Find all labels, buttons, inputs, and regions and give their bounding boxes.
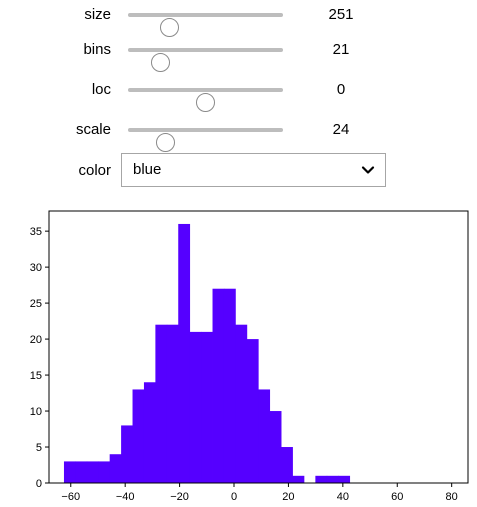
y-tick-label: 15 — [30, 370, 42, 382]
histogram-bar-3 — [98, 461, 111, 483]
x-axis: −60 −40 −20 0 20 40 60 80 — [61, 483, 458, 503]
scale-slider[interactable] — [128, 128, 283, 152]
x-tick-label: 0 — [231, 491, 237, 503]
histogram-bar-23 — [326, 475, 339, 483]
histogram-bar-14 — [223, 288, 236, 483]
y-tick-label: 20 — [30, 334, 42, 346]
x-tick-label: −40 — [116, 491, 135, 503]
color-dropdown-value: blue — [133, 161, 162, 178]
histogram-bar-6 — [132, 389, 145, 483]
histogram-bars — [63, 223, 351, 483]
loc-label: loc — [91, 81, 111, 98]
histogram-bar-7 — [143, 382, 156, 483]
histogram-bar-22 — [315, 475, 328, 483]
size-slider-handle[interactable] — [160, 18, 180, 37]
x-tick-label: 60 — [391, 491, 403, 503]
scale-value: 24 — [332, 121, 350, 138]
x-tick-label: 20 — [282, 491, 294, 503]
loc-slider[interactable] — [128, 88, 283, 112]
size-label: size — [84, 6, 111, 23]
loc-value: 0 — [336, 81, 346, 98]
scale-slider-handle[interactable] — [155, 133, 175, 152]
histogram-chart: −60 −40 −20 0 20 40 60 80 0 5 10 15 20 25 30 35 — [30, 210, 469, 503]
bins-value: 21 — [332, 41, 350, 58]
bins-slider[interactable] — [128, 48, 283, 72]
y-tick-label: 5 — [36, 442, 42, 454]
histogram-bar-20 — [292, 475, 305, 483]
bins-slider-handle[interactable] — [151, 53, 171, 72]
histogram-bar-0 — [63, 461, 76, 483]
loc-slider-row: loc 0 — [0, 75, 477, 112]
size-slider[interactable] — [128, 13, 283, 37]
size-value: 251 — [328, 6, 354, 23]
x-tick-label: −20 — [170, 491, 189, 503]
y-tick-label: 25 — [30, 298, 42, 310]
histogram-bar-19 — [281, 447, 293, 483]
y-tick-label: 10 — [30, 406, 42, 418]
histogram-bar-11 — [189, 331, 202, 483]
color-row: color — [0, 156, 477, 186]
bins-label: bins — [83, 41, 111, 58]
scale-slider-row: scale 24 — [0, 115, 477, 152]
plot-frame — [48, 210, 469, 484]
bins-slider-row: bins 21 — [0, 35, 477, 72]
histogram-bar-15 — [235, 324, 248, 483]
histogram-bar-9 — [166, 324, 179, 483]
x-tick-label: 80 — [446, 491, 458, 503]
y-axis: 0 5 10 15 20 25 30 35 — [30, 226, 49, 490]
histogram-bar-13 — [212, 288, 225, 483]
y-tick-label: 0 — [36, 478, 42, 490]
histogram-bar-8 — [155, 324, 168, 483]
histogram-bar-1 — [75, 461, 88, 483]
histogram-bar-10 — [178, 223, 191, 483]
histogram-bar-18 — [269, 411, 282, 483]
histogram-bar-4 — [109, 454, 122, 483]
color-dropdown[interactable]: blue — [121, 153, 386, 187]
histogram-bar-12 — [201, 331, 213, 483]
chevron-down-icon — [361, 166, 375, 174]
histogram-bar-5 — [121, 425, 133, 483]
x-tick-label: −60 — [61, 491, 80, 503]
histogram-bar-2 — [86, 461, 99, 483]
histogram-bar-24 — [338, 475, 351, 483]
histogram-bar-16 — [246, 339, 259, 483]
scale-label: scale — [75, 121, 111, 138]
color-label: color — [78, 162, 111, 179]
histogram-bar-17 — [258, 389, 271, 483]
x-tick-label: 40 — [337, 491, 349, 503]
y-tick-label: 30 — [30, 262, 42, 274]
y-tick-label: 35 — [30, 226, 42, 238]
loc-slider-handle[interactable] — [196, 93, 215, 112]
size-slider-row: size 251 — [0, 0, 477, 37]
